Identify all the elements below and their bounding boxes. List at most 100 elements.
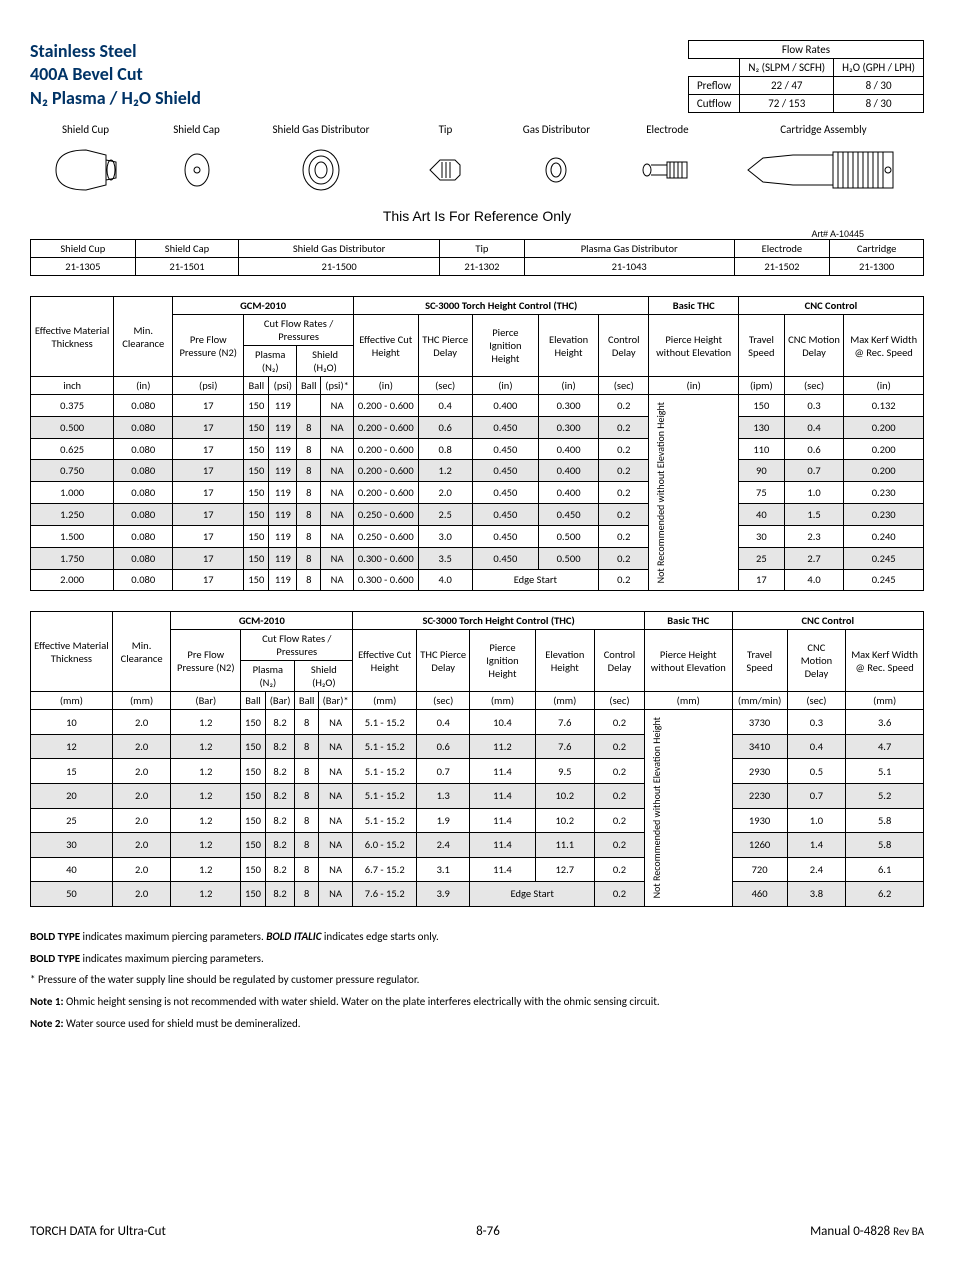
header-cell: (mm) — [535, 692, 594, 710]
data-cell: 0.2 — [595, 857, 645, 882]
data-cell: 0.400 — [539, 438, 599, 460]
data-cell: 8.2 — [265, 759, 295, 784]
art-number: Art# A-10445 — [30, 229, 864, 239]
data-cell: 0.375 — [31, 395, 114, 417]
data-cell: 150 — [241, 808, 266, 833]
data-cell: 150 — [738, 395, 784, 417]
data-cell: NA — [318, 833, 352, 858]
flow-cell: 22 / 47 — [740, 77, 834, 95]
data-cell: 0.4 — [417, 710, 470, 735]
data-cell: 0.4 — [787, 734, 846, 759]
data-cell: 0.2 — [595, 808, 645, 833]
data-cell: 3410 — [732, 734, 787, 759]
data-cell: 0.625 — [31, 438, 114, 460]
data-cell: 2.0 — [418, 482, 472, 504]
header-cell: Travel Speed — [738, 315, 784, 377]
data-cell: 1260 — [732, 833, 787, 858]
header-cell: (mm) — [470, 692, 535, 710]
data-cell: 5.2 — [846, 784, 924, 809]
data-cell: 0.450 — [472, 482, 538, 504]
tip-icon — [410, 140, 480, 200]
data-cell: 20 — [31, 784, 113, 809]
parts-diagram: Shield Cup Shield Cap Shield Gas Distrib… — [30, 123, 924, 203]
header-cell: Control Delay — [599, 315, 649, 377]
data-cell: 40 — [31, 857, 113, 882]
data-cell: 0.450 — [472, 416, 538, 438]
edge-start-cell: Edge Start — [472, 569, 598, 591]
data-cell: 17 — [173, 569, 244, 591]
flow-row-label: Preflow — [688, 77, 740, 95]
note-line: BOLD TYPE indicates maximum piercing par… — [30, 949, 924, 969]
part-header: Shield Cup — [31, 240, 136, 258]
data-cell: 0.2 — [599, 504, 649, 526]
data-cell: 0.7 — [784, 460, 844, 482]
data-cell: NA — [318, 882, 352, 907]
data-cell: 11.4 — [470, 808, 535, 833]
data-cell: 1.250 — [31, 504, 114, 526]
data-cell: 1.4 — [787, 833, 846, 858]
data-cell: 1.2 — [171, 759, 241, 784]
header-cell: CNC Control — [732, 612, 923, 630]
data-cell: 25 — [738, 547, 784, 569]
header-cell: (in) — [649, 377, 738, 395]
data-cell: 30 — [31, 833, 113, 858]
gas-dist-icon — [521, 140, 591, 200]
data-cell: 0.5 — [787, 759, 846, 784]
data-cell: 110 — [738, 438, 784, 460]
header-cell: (psi) — [269, 377, 297, 395]
data-cell: 0.200 - 0.600 — [353, 416, 418, 438]
data-cell: 1.2 — [171, 734, 241, 759]
data-cell: 0.4 — [418, 395, 472, 417]
data-cell: 0.080 — [114, 416, 173, 438]
header-cell: Pierce Height without Elevation — [649, 315, 738, 377]
header-cell: CNC Motion Delay — [784, 315, 844, 377]
data-cell: 5.1 - 15.2 — [353, 784, 417, 809]
notes-section: BOLD TYPE indicates maximum piercing par… — [30, 927, 924, 1034]
data-cell: 5.1 - 15.2 — [353, 808, 417, 833]
data-cell: 0.500 — [31, 416, 114, 438]
note-line: BOLD TYPE indicates maximum piercing par… — [30, 927, 924, 947]
data-cell: 0.6 — [417, 734, 470, 759]
data-cell: 0.2 — [595, 759, 645, 784]
data-cell: 0.200 - 0.600 — [353, 395, 418, 417]
part-number: 21-1500 — [239, 258, 440, 276]
data-cell: 119 — [269, 438, 297, 460]
data-cell: 9.5 — [535, 759, 594, 784]
data-cell: 1.750 — [31, 547, 114, 569]
data-cell: 7.6 — [535, 734, 594, 759]
header-cell: Travel Speed — [732, 630, 787, 692]
part-number: 21-1302 — [439, 258, 524, 276]
data-cell: NA — [318, 784, 352, 809]
data-cell: 0.080 — [114, 547, 173, 569]
data-cell: 40 — [738, 504, 784, 526]
data-cell: 119 — [269, 416, 297, 438]
data-cell: 3.6 — [846, 710, 924, 735]
header-cell: (mm) — [644, 692, 732, 710]
part-header: Shield Cap — [135, 240, 239, 258]
data-cell: 1.500 — [31, 525, 114, 547]
header-cell: GCM-2010 — [173, 297, 354, 315]
data-cell: 150 — [244, 416, 269, 438]
data-cell: 15 — [31, 759, 113, 784]
data-cell: 150 — [244, 460, 269, 482]
data-cell: 3.1 — [417, 857, 470, 882]
header-cell: Pierce Ignition Height — [472, 315, 538, 377]
data-cell: 0.500 — [539, 547, 599, 569]
part-number: 21-1043 — [524, 258, 734, 276]
data-cell: 119 — [269, 482, 297, 504]
header-cell: Elevation Height — [539, 315, 599, 377]
header-cell: SC-3000 Torch Height Control (THC) — [353, 612, 645, 630]
data-cell: 12 — [31, 734, 113, 759]
data-cell: 0.2 — [599, 395, 649, 417]
data-cell: 5.8 — [846, 833, 924, 858]
data-cell: 17 — [738, 569, 784, 591]
data-cell: 0.080 — [114, 569, 173, 591]
data-cell: 0.200 - 0.600 — [353, 460, 418, 482]
data-cell: 0.450 — [472, 504, 538, 526]
data-cell: 150 — [241, 857, 266, 882]
data-cell: 0.2 — [599, 460, 649, 482]
data-cell: 119 — [269, 569, 297, 591]
data-cell: NA — [318, 710, 352, 735]
header-cell: Ball — [241, 692, 266, 710]
data-cell: 119 — [269, 460, 297, 482]
